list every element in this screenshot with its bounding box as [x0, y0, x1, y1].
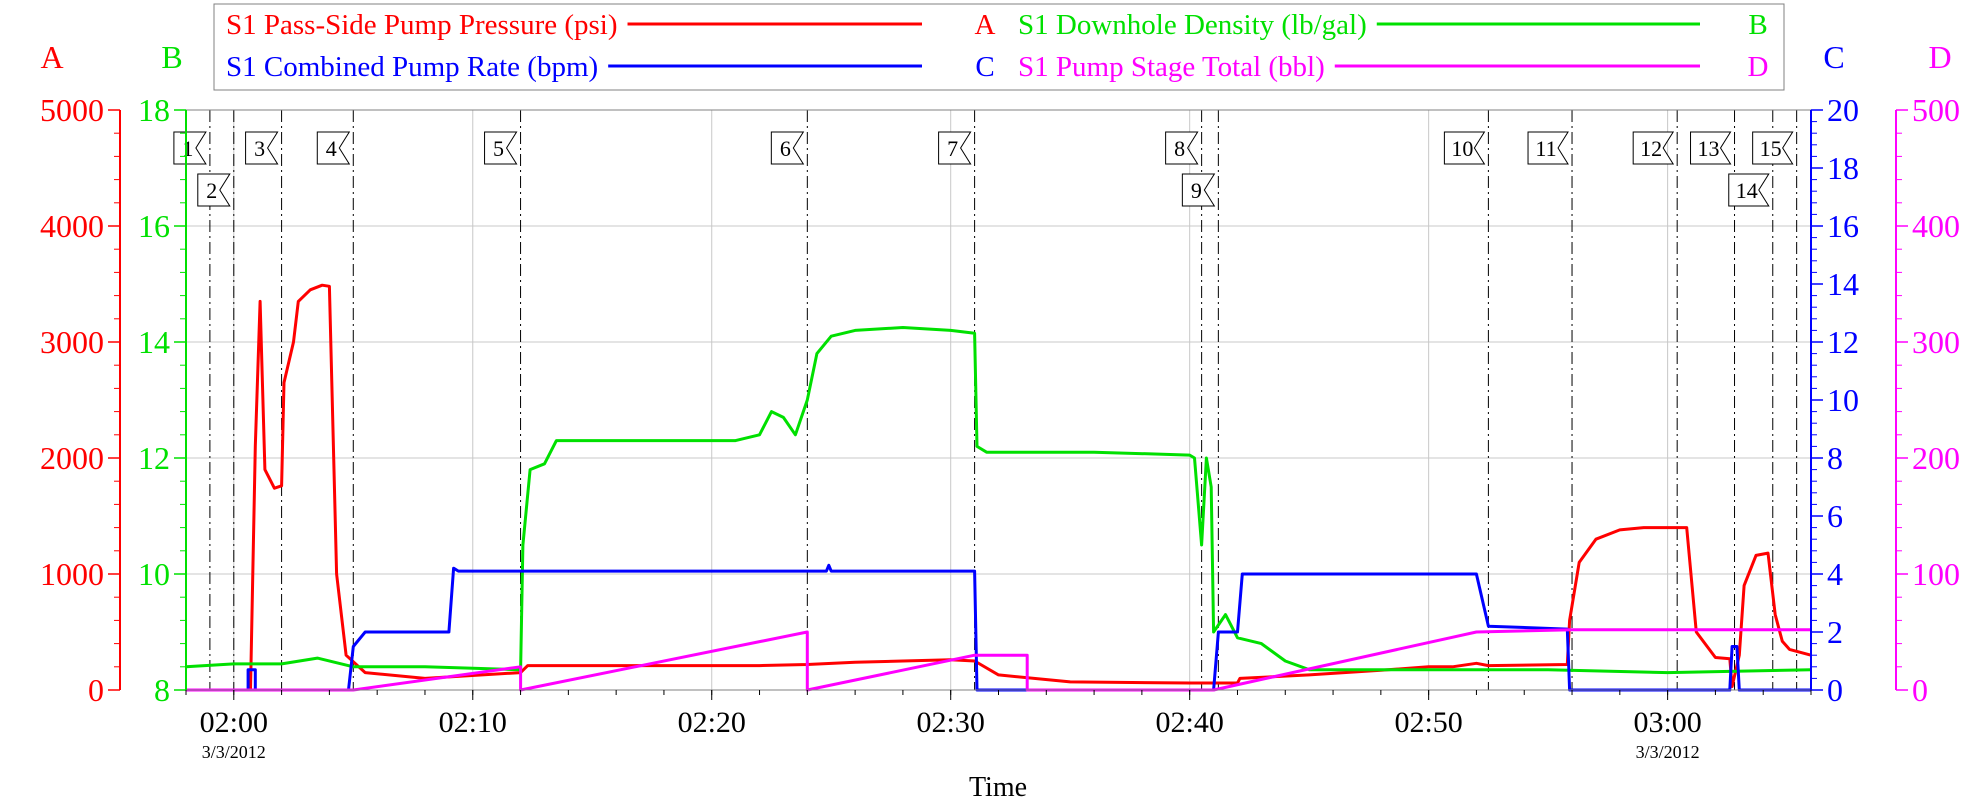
- grid: [186, 109, 1811, 691]
- x-tick-label: 02:00: [200, 706, 268, 739]
- event-flag: [316, 131, 351, 165]
- x-tick-label: 02:10: [439, 706, 507, 739]
- event-label: 4: [326, 136, 337, 161]
- axis-C-tick-label: 2: [1827, 614, 1843, 650]
- axis-B-tick-label: 14: [138, 324, 170, 360]
- axis-C-tick-label: 6: [1827, 498, 1843, 534]
- event-label: 2: [206, 178, 217, 203]
- axis-C-tick-label: 20: [1827, 92, 1859, 128]
- axis-D-tick-label: 200: [1912, 440, 1960, 476]
- axis-C-tick-label: 10: [1827, 382, 1859, 418]
- event-label: 15: [1760, 136, 1782, 161]
- x-tick-date: 3/3/2012: [202, 742, 266, 762]
- event-flag: [770, 131, 805, 165]
- x-axis-label: Time: [969, 772, 1027, 800]
- plot-frame: [185, 109, 1812, 691]
- axis-D-letter: D: [1928, 39, 1951, 75]
- event-flag: [938, 131, 972, 165]
- event-label: 7: [947, 136, 958, 161]
- legend: S1 Pass-Side Pump Pressure (psi) A S1 Down…: [213, 3, 1785, 91]
- event-flag: [245, 131, 279, 165]
- axis-D-tick-label: 300: [1912, 324, 1960, 360]
- event-flag: [1728, 173, 1770, 207]
- series-line: [186, 628, 1811, 692]
- event-flag: [1690, 131, 1732, 165]
- axis-B-tick-label: 8: [154, 672, 170, 708]
- event-label: 6: [780, 136, 791, 161]
- legend-axis-letter: D: [1748, 51, 1769, 83]
- axis-C-tick-label: 0: [1827, 672, 1843, 708]
- event-flag: [484, 131, 518, 165]
- axis-C-letter: C: [1823, 39, 1844, 75]
- x-tick-label: 02:50: [1394, 706, 1462, 739]
- axis-D-tick-label: 100: [1912, 556, 1960, 592]
- axis-D-tick-label: 400: [1912, 208, 1960, 244]
- legend-axis-letter: A: [975, 9, 996, 41]
- event-label: 12: [1640, 136, 1662, 161]
- event-label: 5: [493, 136, 504, 161]
- x-tick-label: 02:30: [917, 706, 985, 739]
- axis-A-letter: A: [40, 39, 63, 75]
- axis-C-tick-label: 18: [1827, 150, 1859, 186]
- axis-B-tick-label: 18: [138, 92, 170, 128]
- x-tick-date: 3/3/2012: [1636, 742, 1700, 762]
- event-label: 13: [1698, 136, 1720, 161]
- event-flag: [1632, 131, 1675, 165]
- legend-entry-label: S1 Downhole Density (lb/gal): [1018, 9, 1367, 41]
- event-flag: [1527, 131, 1569, 165]
- event-flag: [197, 173, 231, 207]
- series-line: [186, 283, 1812, 692]
- axis-B-tick-label: 12: [138, 440, 170, 476]
- axis-B-letter: B: [161, 39, 182, 75]
- series-line: [185, 326, 1812, 675]
- event-label: 10: [1451, 136, 1473, 161]
- axis-A-tick-label: 2000: [40, 440, 104, 476]
- axis-D-tick-label: 0: [1912, 672, 1928, 708]
- event-label: 11: [1535, 136, 1556, 161]
- event-label: 8: [1174, 136, 1185, 161]
- event-flag: [1181, 173, 1216, 207]
- axis-A-tick-label: 1000: [40, 556, 104, 592]
- x-tick-label: 03:00: [1633, 706, 1701, 739]
- legend-axis-letter: B: [1748, 9, 1767, 41]
- axis-C-tick-label: 14: [1827, 266, 1859, 302]
- axis-C-tick-label: 4: [1827, 556, 1843, 592]
- x-axis: 02:00 3/3/2012 02:10 02:20 02:30 02:40 02:50 03…: [185, 690, 1812, 762]
- event-label: 9: [1191, 178, 1202, 203]
- axis-B-tick-label: 16: [138, 208, 170, 244]
- legend-axis-letter: C: [975, 51, 994, 83]
- x-tick-label: 02:40: [1156, 706, 1224, 739]
- axis-A-tick-label: 5000: [40, 92, 104, 128]
- axis-D-tick-label: 500: [1912, 92, 1960, 128]
- axis-B-tick-label: 10: [138, 556, 170, 592]
- series-group: [185, 283, 1812, 692]
- event-label: 1: [182, 136, 193, 161]
- legend-entry-label: S1 Combined Pump Rate (bpm): [226, 51, 598, 83]
- axis-A-tick-label: 0: [88, 672, 104, 708]
- event-flag: [1443, 131, 1486, 165]
- legend-entry-label: S1 Pump Stage Total (bbl): [1018, 51, 1325, 83]
- legend-entry-label: S1 Pass-Side Pump Pressure (psi): [226, 9, 618, 41]
- event-flag: [1165, 131, 1199, 165]
- legend-box: [213, 3, 1785, 91]
- x-tick-label: 02:20: [678, 706, 746, 739]
- axis-C-tick-label: 8: [1827, 440, 1843, 476]
- axes-group: 010002000300040005000A81012141618B024681…: [40, 39, 1960, 708]
- axis-A-tick-label: 3000: [40, 324, 104, 360]
- axis-C-tick-label: 16: [1827, 208, 1859, 244]
- event-label: 3: [254, 136, 265, 161]
- axis-C-tick-label: 12: [1827, 324, 1859, 360]
- event-label: 14: [1736, 178, 1758, 203]
- event-flag: [1752, 131, 1794, 165]
- axis-A-tick-label: 4000: [40, 208, 104, 244]
